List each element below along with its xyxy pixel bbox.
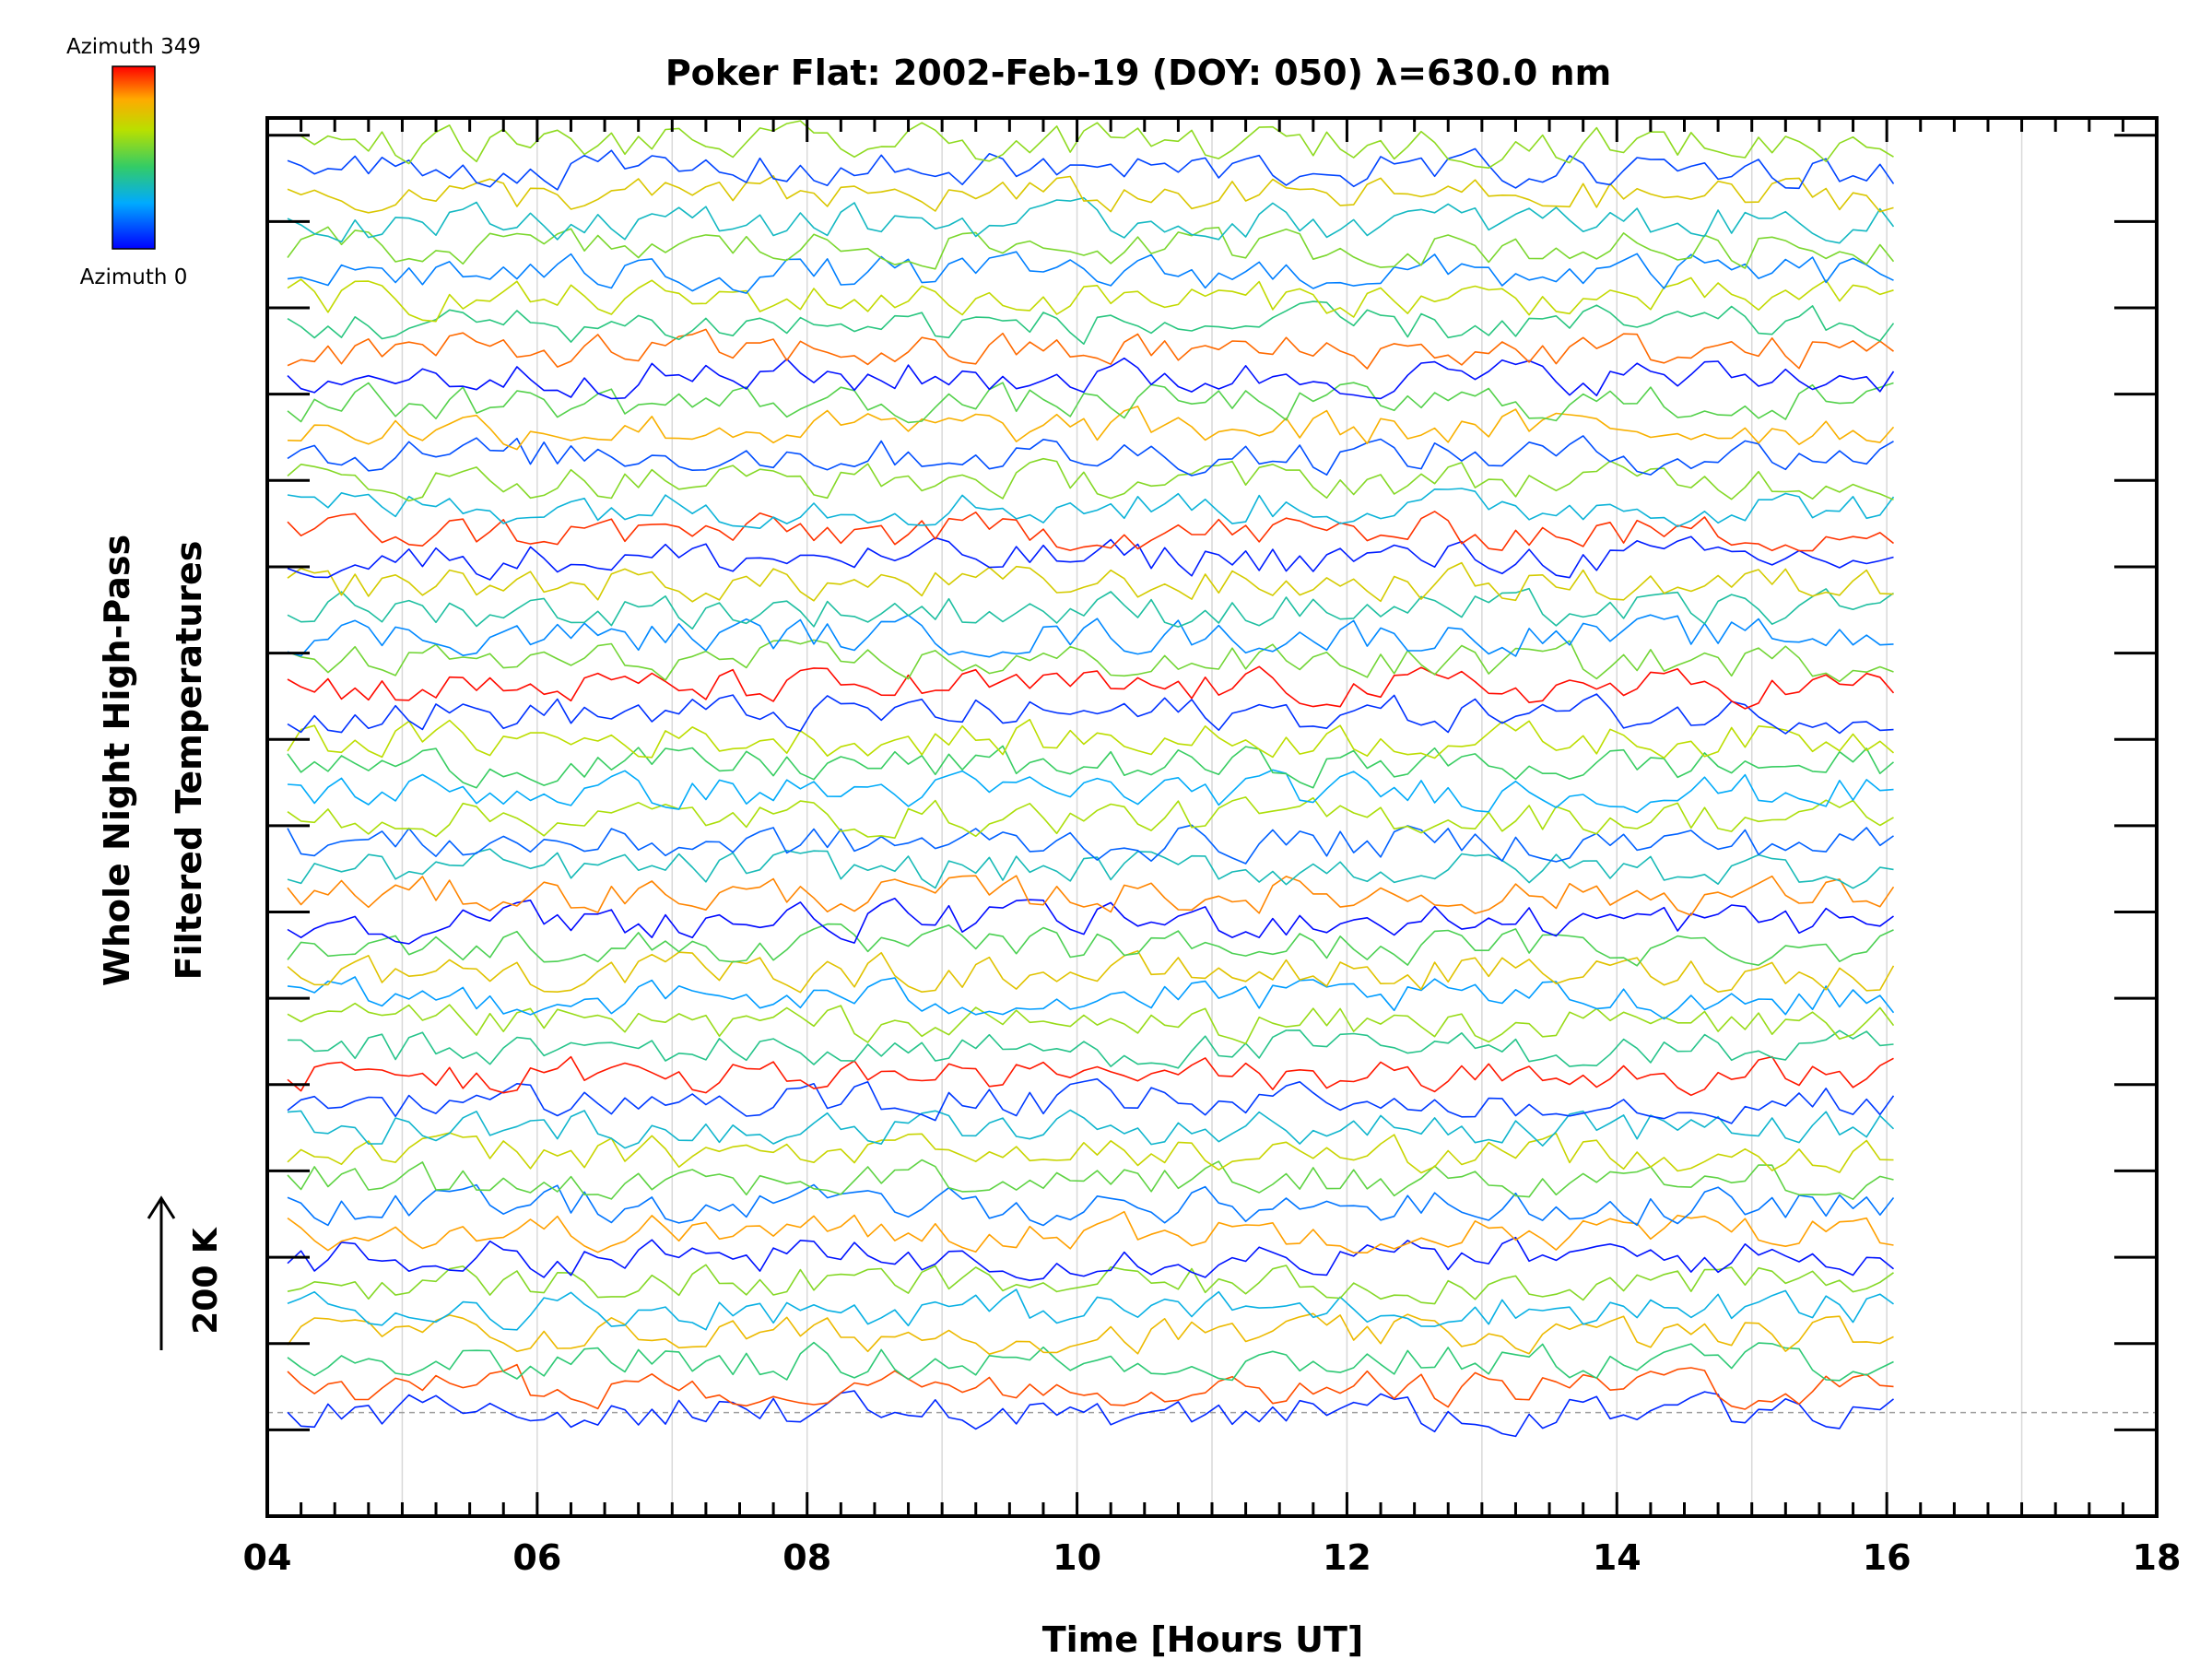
series-line xyxy=(287,1132,1894,1174)
colorbar-bottom-label: Azimuth 0 xyxy=(80,265,188,289)
series-line xyxy=(287,824,1894,865)
series-line xyxy=(287,561,1894,603)
series-line xyxy=(287,614,1894,658)
series-line xyxy=(287,1159,1894,1200)
series-line xyxy=(287,300,1895,346)
scale-bar: 200 K xyxy=(147,1195,225,1350)
series-line xyxy=(287,1183,1895,1227)
series-line xyxy=(287,511,1894,552)
series-line xyxy=(287,226,1895,270)
series-group xyxy=(287,120,1895,1438)
series-line xyxy=(287,796,1894,840)
x-tick-label: 04 xyxy=(243,1537,292,1578)
colorbar: Azimuth 349 Azimuth 0 xyxy=(66,35,201,289)
series-line xyxy=(287,251,1894,294)
ticks xyxy=(265,118,2159,1516)
series-line xyxy=(287,769,1894,814)
x-tick-label: 08 xyxy=(782,1537,831,1578)
series-line xyxy=(287,665,1895,710)
series-line xyxy=(287,587,1894,630)
x-tick-label: 16 xyxy=(1863,1537,1912,1578)
x-tick-label: 14 xyxy=(1593,1537,1641,1578)
y-axis-label-line1: Whole Night High-Pass xyxy=(97,535,137,986)
arrow-up-icon xyxy=(147,1195,176,1219)
series-line xyxy=(287,1109,1895,1149)
series-line xyxy=(287,1055,1894,1097)
series-line xyxy=(287,1030,1894,1069)
series-line xyxy=(287,1341,1894,1382)
series-line xyxy=(287,120,1894,169)
series-line xyxy=(287,535,1894,581)
x-tick-label: 18 xyxy=(2133,1537,2182,1578)
series-line xyxy=(287,875,1895,916)
series-line xyxy=(287,1236,1895,1281)
y-axis-label: Whole Night High-Pass Filtered Temperatu… xyxy=(97,535,209,986)
series-line xyxy=(287,406,1895,451)
chart-title: Poker Flat: 2002-Feb-19 (DOY: 050) λ=630… xyxy=(665,53,1611,93)
series-line xyxy=(287,693,1894,735)
series-line xyxy=(287,328,1894,370)
colorbar-gradient xyxy=(112,65,156,250)
series-line xyxy=(287,357,1895,400)
colorbar-top-label: Azimuth 349 xyxy=(66,35,201,59)
series-line xyxy=(287,923,1894,967)
series-line xyxy=(287,196,1895,244)
series-line xyxy=(287,276,1894,323)
grid xyxy=(401,118,2023,1516)
series-line xyxy=(287,1288,1894,1331)
series-line xyxy=(287,1264,1894,1305)
scale-bar-label: 200 K xyxy=(187,1227,225,1335)
series-line xyxy=(287,175,1894,214)
x-tick-label: 12 xyxy=(1323,1537,1371,1578)
x-tick-labels: 04 06 08 10 12 14 16 18 xyxy=(243,1537,2182,1578)
series-line xyxy=(287,1390,1894,1438)
series-line xyxy=(287,639,1894,683)
series-line xyxy=(287,949,1895,994)
series-line xyxy=(287,1077,1895,1124)
series-line xyxy=(287,1002,1895,1045)
series-line xyxy=(287,1363,1894,1410)
series-line xyxy=(287,382,1894,424)
series-line xyxy=(287,745,1895,789)
x-tick-label: 10 xyxy=(1053,1537,1101,1578)
series-line xyxy=(287,1312,1894,1355)
x-axis-label: Time [Hours UT] xyxy=(1042,1619,1364,1659)
series-line xyxy=(287,718,1895,759)
series-line xyxy=(287,457,1894,502)
x-tick-label: 06 xyxy=(512,1537,561,1578)
series-line xyxy=(287,848,1894,889)
series-line xyxy=(287,147,1895,191)
y-axis-label-line2: Filtered Temperatures xyxy=(169,541,209,981)
series-line xyxy=(287,1210,1894,1253)
series-line xyxy=(287,897,1894,945)
series-line xyxy=(287,435,1894,477)
series-line xyxy=(287,488,1895,530)
series-line xyxy=(287,976,1895,1020)
